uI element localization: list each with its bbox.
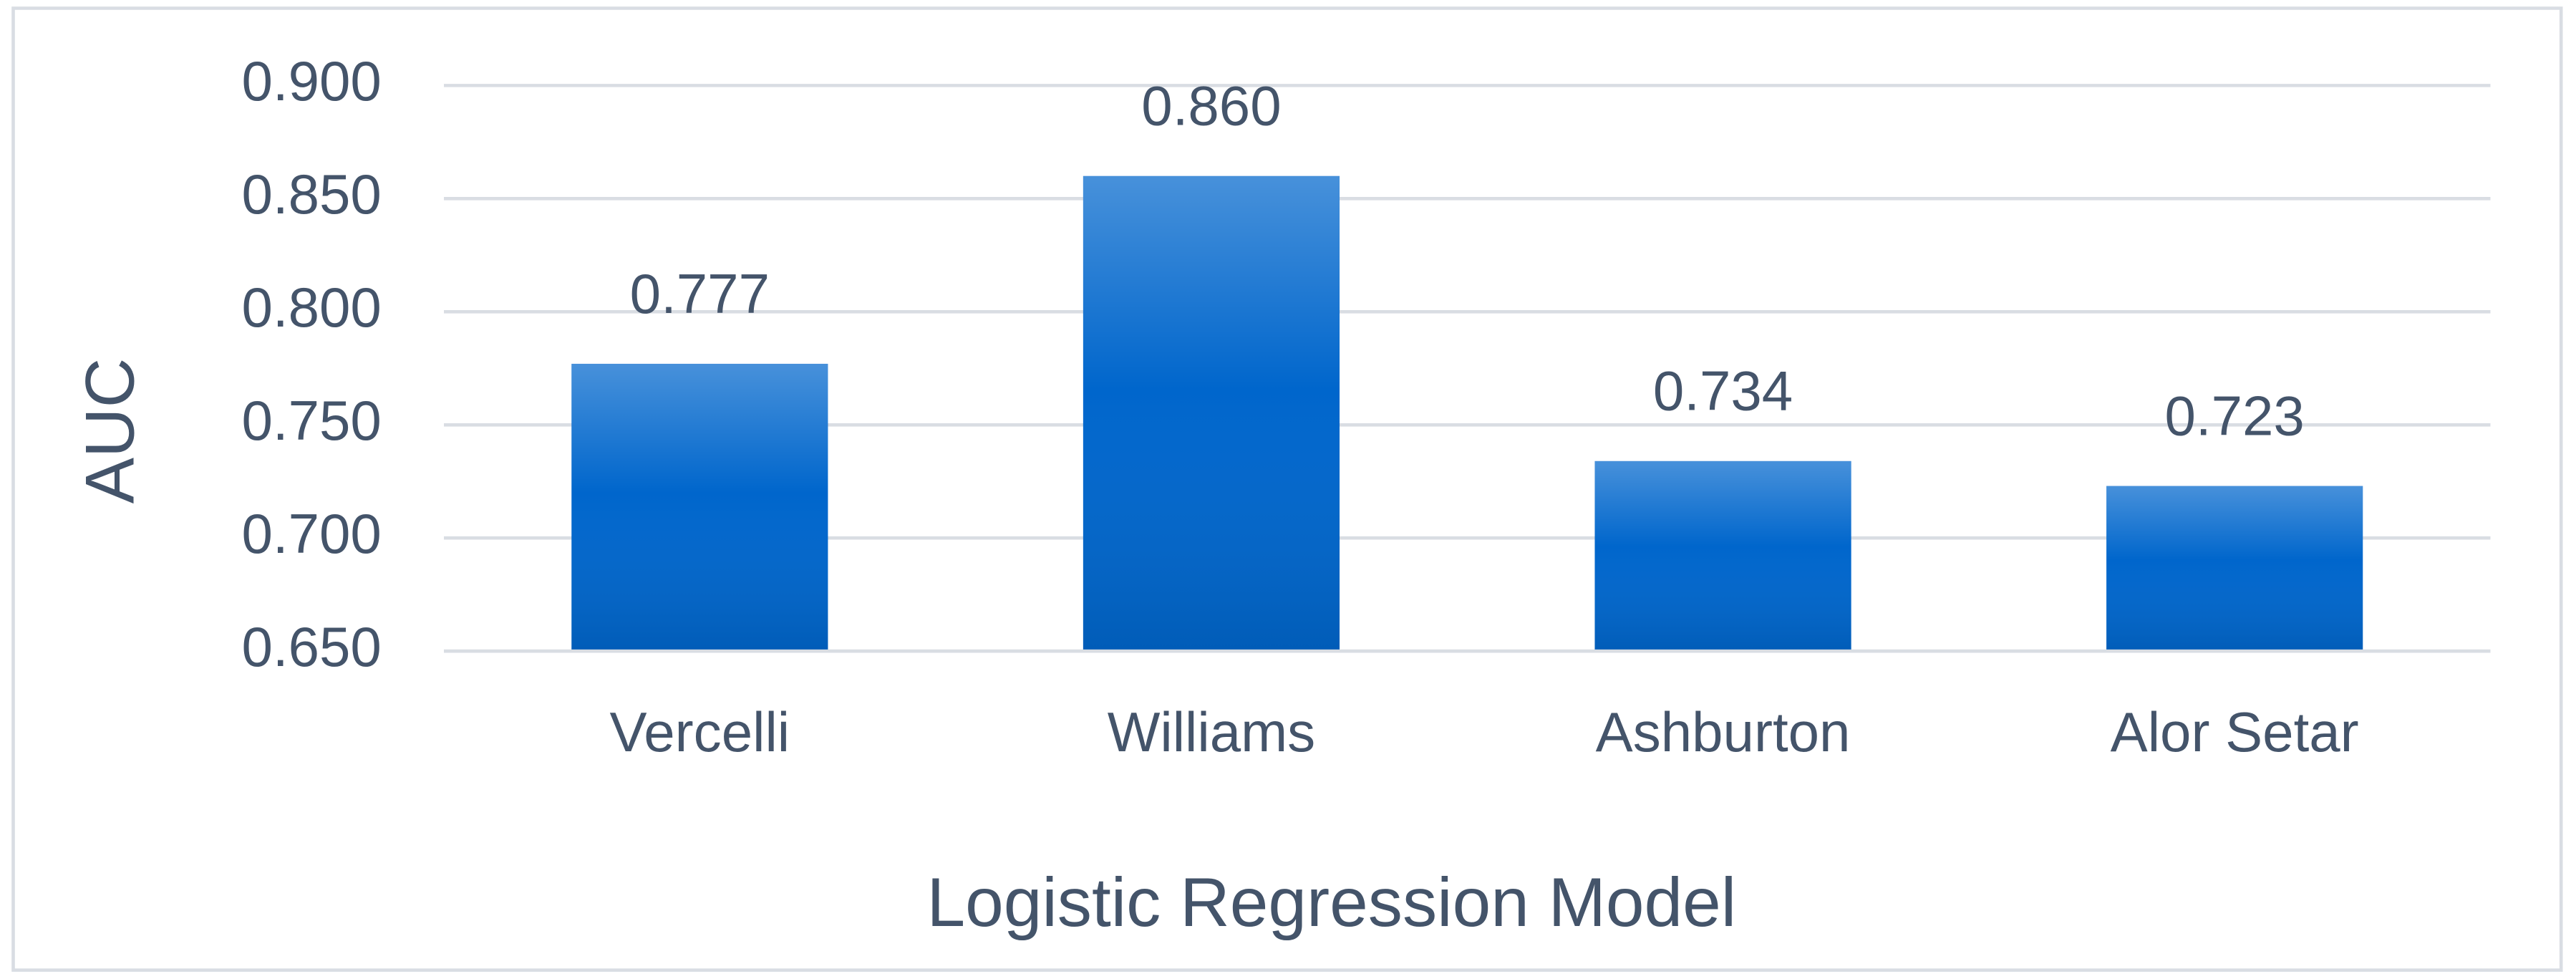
y-axis-title: AUC (72, 358, 148, 504)
x-axis-title: Logistic Regression Model (927, 864, 1737, 941)
y-tick-label: 0.900 (241, 49, 381, 112)
bar-shade (2106, 486, 2363, 652)
x-tick-label: Williams (1108, 700, 1315, 763)
y-tick-label: 0.650 (241, 615, 381, 678)
bar-shade (1594, 460, 1851, 652)
data-label: 0.860 (1141, 74, 1281, 138)
y-tick-label: 0.800 (241, 276, 381, 339)
data-label: 0.734 (1653, 360, 1793, 423)
y-tick-label: 0.750 (241, 389, 381, 452)
y-tick-label: 0.850 (241, 163, 381, 226)
x-tick-label: Alor Setar (2111, 700, 2359, 763)
y-tick-label: 0.700 (241, 502, 381, 565)
data-label: 0.723 (2165, 384, 2305, 447)
data-label: 0.777 (630, 262, 770, 325)
x-tick-label: Vercelli (610, 700, 790, 763)
x-tick-label: Ashburton (1596, 700, 1851, 763)
bar-shade (1083, 175, 1340, 652)
bar-shade (571, 363, 828, 652)
